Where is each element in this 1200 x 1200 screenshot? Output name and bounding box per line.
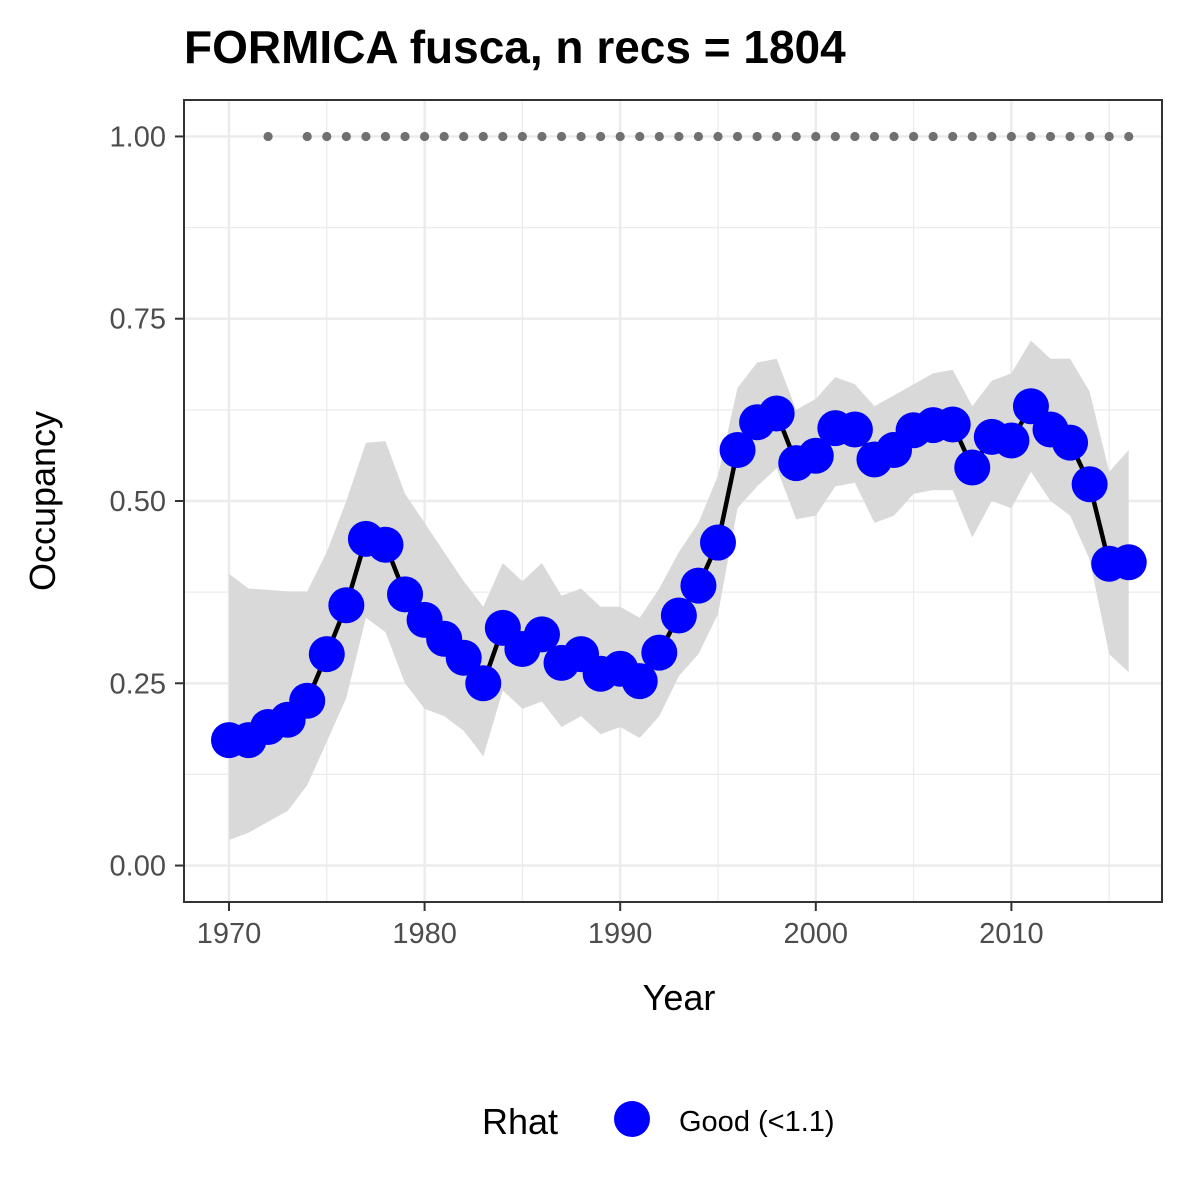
- record-year-dot: [987, 131, 997, 142]
- occupancy-point: [641, 634, 678, 671]
- x-tick-label: 1970: [197, 918, 262, 950]
- record-year-dot: [869, 131, 880, 142]
- record-year-dot: [889, 131, 899, 142]
- occupancy-point: [465, 665, 502, 702]
- y-tick-label: 0.00: [110, 851, 166, 883]
- occupancy-point: [523, 616, 560, 653]
- record-year-dot: [459, 131, 469, 142]
- record-year-dot: [713, 131, 723, 142]
- legend: Rhat Good (<1.1): [482, 1101, 835, 1142]
- occupancy-point: [308, 636, 345, 673]
- record-year-dot: [948, 131, 958, 142]
- record-year-dot: [322, 131, 332, 142]
- record-year-dot: [615, 131, 625, 142]
- record-year-dot: [1104, 131, 1114, 142]
- occupancy-point: [993, 422, 1030, 459]
- record-year-dot: [517, 131, 527, 142]
- record-year-dot: [400, 131, 410, 142]
- y-axis: 0.00 0.25 0.50 0.75 1.00: [110, 121, 184, 883]
- record-year-dot: [791, 131, 801, 142]
- record-year-dot: [478, 131, 488, 142]
- record-year-dot: [596, 131, 606, 142]
- occupancy-point: [621, 663, 658, 700]
- y-axis-label: Occupancy: [22, 411, 63, 591]
- occupancy-point: [719, 431, 756, 468]
- record-year-dot: [850, 131, 860, 142]
- occupancy-point: [660, 597, 697, 634]
- occupancy-point: [445, 639, 482, 676]
- record-year-dot: [811, 131, 821, 142]
- occupancy-point: [1052, 424, 1089, 461]
- record-year-dot: [732, 131, 743, 142]
- record-year-dot: [928, 131, 938, 142]
- record-year-dot: [830, 131, 840, 142]
- chart-title: FORMICA fusca, n recs = 1804: [184, 21, 846, 73]
- occupancy-point: [836, 411, 873, 448]
- record-year-dot: [1065, 131, 1075, 142]
- occupancy-point: [699, 524, 736, 561]
- x-axis-label: Year: [643, 977, 716, 1018]
- x-tick-label: 1980: [392, 918, 457, 950]
- record-year-dot: [635, 131, 645, 142]
- record-year-dot: [537, 131, 547, 142]
- record-year-dot: [752, 131, 762, 142]
- record-year-dot: [341, 131, 351, 142]
- occupancy-point: [328, 587, 365, 624]
- occupancy-point: [797, 437, 834, 474]
- record-year-dot: [556, 131, 567, 142]
- record-year-dot: [1026, 131, 1036, 142]
- record-year-dot: [674, 131, 684, 142]
- occupancy-point: [1071, 466, 1108, 503]
- occupancy-point: [680, 567, 717, 604]
- y-tick-label: 1.00: [110, 121, 166, 153]
- legend-label-good: Good (<1.1): [679, 1106, 835, 1138]
- ribbon-area: [229, 340, 1129, 840]
- occupancy-points: [210, 388, 1147, 759]
- occupancy-point: [934, 406, 971, 443]
- record-year-dot: [302, 131, 312, 142]
- record-year-dot: [693, 131, 704, 142]
- record-year-dot: [576, 131, 586, 142]
- record-year-dot: [1006, 131, 1016, 142]
- record-year-dot: [1085, 131, 1095, 142]
- occupancy-point: [1110, 544, 1147, 581]
- occupancy-point: [367, 526, 404, 563]
- y-tick-label: 0.25: [110, 668, 166, 700]
- record-year-dot: [498, 131, 508, 142]
- record-year-dot: [439, 131, 449, 142]
- x-tick-label: 2010: [979, 918, 1044, 950]
- record-year-dot: [380, 131, 391, 142]
- legend-title: Rhat: [482, 1101, 558, 1142]
- record-year-dots: [263, 131, 1134, 142]
- record-year-dot: [1045, 131, 1056, 142]
- record-year-dot: [908, 131, 919, 142]
- occupancy-point: [387, 576, 424, 613]
- record-year-dot: [772, 131, 782, 142]
- occupancy-point: [758, 395, 795, 432]
- record-year-dot: [967, 131, 977, 142]
- record-year-dot: [419, 131, 430, 142]
- occupancy-point: [289, 682, 326, 719]
- record-year-dot: [1124, 131, 1134, 142]
- x-tick-label: 2000: [784, 918, 849, 950]
- credible-interval-ribbon: [229, 340, 1129, 840]
- record-year-dot: [654, 131, 664, 142]
- legend-key-good: [614, 1101, 650, 1137]
- record-year-dot: [263, 131, 273, 142]
- y-tick-label: 0.50: [110, 486, 166, 518]
- x-tick-label: 1990: [588, 918, 653, 950]
- record-year-dot: [361, 131, 371, 142]
- x-axis: 1970 1980 1990 2000 2010: [197, 902, 1044, 950]
- y-tick-label: 0.75: [110, 304, 166, 336]
- occupancy-point: [954, 449, 991, 486]
